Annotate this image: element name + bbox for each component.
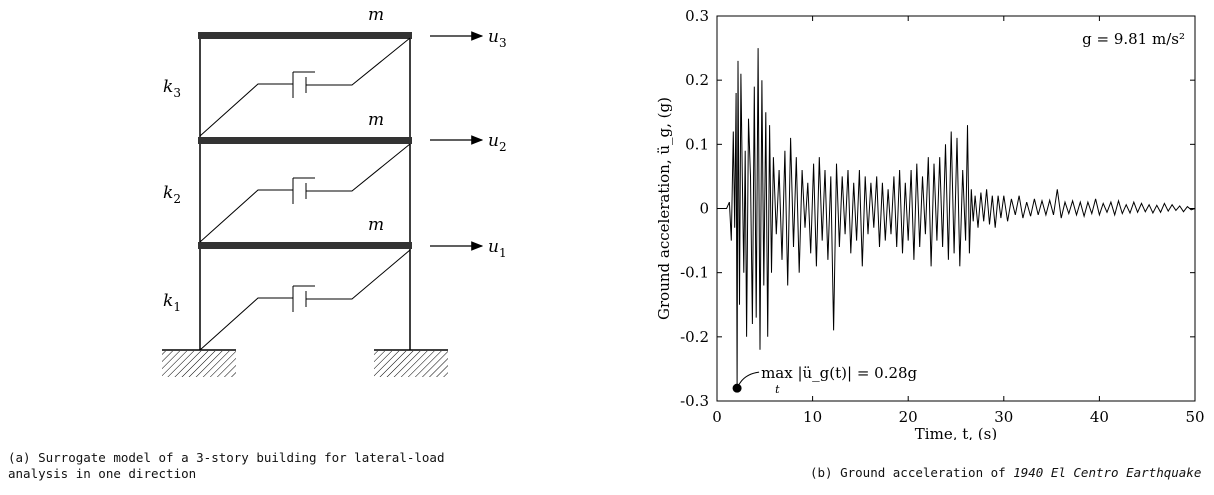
- caption-b: (b) Ground acceleration of 1940 El Centr…: [810, 465, 1214, 481]
- svg-text:k1: k1: [163, 291, 181, 314]
- svg-text:u1: u1: [488, 237, 507, 260]
- floor-slab-1: [198, 242, 412, 249]
- svg-text:k3: k3: [163, 77, 181, 100]
- stiffness-label-3: k3: [163, 77, 181, 100]
- y-axis-label: Ground acceleration, ü_g, (g): [655, 97, 673, 320]
- displacement-label-3: u3: [488, 27, 507, 50]
- peak-leader-line: [736, 371, 760, 389]
- left-support-hatch: [162, 351, 236, 377]
- gravity-note: g = 9.81 m/s²: [1082, 30, 1185, 48]
- caption-b-prefix: (b) Ground acceleration of: [810, 465, 1014, 480]
- acceleration-series-line: [717, 48, 1196, 389]
- mass-label-2: m: [368, 110, 384, 130]
- svg-text:u2: u2: [488, 131, 507, 154]
- damper-story-1: [199, 249, 411, 351]
- svg-text:k2: k2: [163, 183, 181, 206]
- y-tick-label: 0.1: [685, 135, 709, 153]
- displacement-label-2: u2: [488, 131, 507, 154]
- x-axis-label: Time, t, (s): [915, 425, 997, 440]
- x-tick-label: 10: [803, 408, 822, 426]
- y-tick-label: -0.3: [680, 392, 709, 410]
- x-tick-label: 40: [1090, 408, 1109, 426]
- y-tick-label: 0.2: [685, 71, 709, 89]
- y-tick-label: 0.3: [685, 7, 709, 25]
- y-tick-label: 0: [699, 200, 709, 218]
- svg-text:u3: u3: [488, 27, 507, 50]
- x-tick-label: 30: [994, 408, 1013, 426]
- stiffness-label-2: k2: [163, 183, 181, 206]
- caption-a: (a) Surrogate model of a 3-story buildin…: [8, 450, 445, 481]
- displacement-label-1: u1: [488, 237, 507, 260]
- mass-label-3: m: [368, 5, 384, 25]
- plot-frame: [716, 15, 1196, 402]
- building-model-diagram: m m m k3 k2 k1 u3 u2 u1: [162, 5, 507, 377]
- floor-slab-2: [198, 137, 412, 144]
- peak-annotation-subscript: t: [775, 383, 780, 396]
- stiffness-label-1: k1: [163, 291, 181, 314]
- mass-label-1: m: [368, 215, 384, 235]
- caption-b-earthquake: 1940 El Centro Earthquake: [1013, 465, 1202, 480]
- y-tick-label: -0.1: [680, 264, 709, 282]
- peak-point-marker: [732, 383, 742, 393]
- x-tick-label: 50: [1185, 408, 1204, 426]
- right-support-hatch: [374, 351, 448, 377]
- x-tick-label: 0: [712, 408, 722, 426]
- x-tick-label: 20: [899, 408, 918, 426]
- peak-annotation: max |ü_g(t)| = 0.28g: [761, 364, 917, 382]
- floor-slab-3: [198, 32, 412, 39]
- y-tick-label: -0.2: [680, 328, 709, 346]
- damper-story-2: [199, 143, 411, 243]
- damper-story-3: [199, 37, 411, 137]
